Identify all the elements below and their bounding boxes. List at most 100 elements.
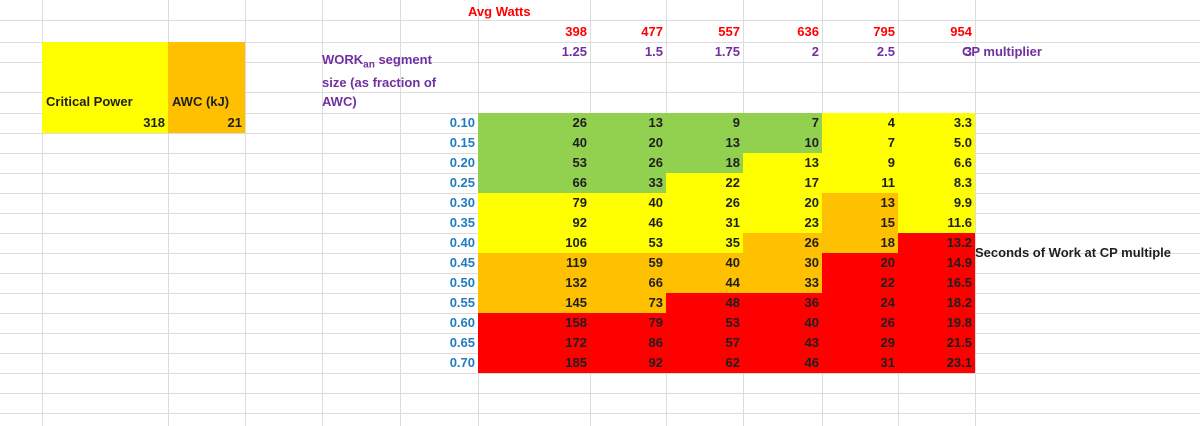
- table-cell: 21.5: [946, 335, 972, 350]
- table-cell: 13: [804, 155, 819, 170]
- table-cell: 7: [887, 135, 895, 150]
- zone-fill: [590, 333, 666, 353]
- table-cell: 4: [887, 115, 895, 130]
- table-cell: 119: [566, 255, 587, 270]
- zone-fill: [743, 313, 822, 333]
- table-cell: 7: [811, 115, 819, 130]
- table-cell: 33: [804, 275, 819, 290]
- zone-fill: [743, 153, 822, 173]
- table-cell: 9: [732, 115, 740, 130]
- table-cell: 18: [725, 155, 740, 170]
- zone-fill: [666, 153, 743, 173]
- table-cell: 11.6: [947, 215, 972, 230]
- zone-fill: [666, 133, 743, 153]
- table-cell: 66: [648, 275, 663, 290]
- table-cell: 46: [804, 355, 819, 370]
- table-cell: 20: [880, 255, 895, 270]
- zone-fill: [590, 193, 666, 213]
- fraction-cell: 0.65: [449, 335, 475, 350]
- zone-fill: [898, 253, 975, 273]
- zone-fill: [666, 313, 743, 333]
- table-cell: 79: [648, 315, 663, 330]
- zone-fill: [478, 133, 590, 153]
- zone-fill: [666, 253, 743, 273]
- table-cell: 62: [725, 355, 740, 370]
- zone-fill: [478, 313, 590, 333]
- table-cell: 33: [648, 175, 663, 190]
- cp-multiplier-header: 1.25: [561, 44, 587, 59]
- zone-fill: [822, 293, 898, 313]
- zone-fill: [898, 313, 975, 333]
- table-cell: 26: [648, 155, 663, 170]
- table-cell: 57: [725, 335, 740, 350]
- table-cell: 13: [880, 195, 895, 210]
- zone-fill: [666, 113, 743, 133]
- table-cell: 11: [881, 175, 895, 190]
- table-cell: 13: [648, 115, 663, 130]
- zone-fill: [898, 213, 975, 233]
- avg-watts-title: Avg Watts: [468, 4, 531, 19]
- zone-fill: [478, 293, 590, 313]
- segment-label-sub: an: [363, 59, 375, 71]
- zone-fill: [743, 133, 822, 153]
- awc-value: 21: [227, 115, 242, 130]
- table-cell: 22: [880, 275, 895, 290]
- table-cell: 30: [804, 255, 819, 270]
- fraction-cell: 0.20: [449, 155, 475, 170]
- zone-fill: [822, 213, 898, 233]
- table-cell: 13: [725, 135, 740, 150]
- table-cell: 158: [565, 315, 587, 330]
- zone-fill: [822, 133, 898, 153]
- gridline-horizontal: [0, 20, 1200, 21]
- zone-fill: [478, 333, 590, 353]
- cp-multiplier-header: 1.5: [644, 44, 663, 59]
- gridline-horizontal: [0, 373, 1200, 374]
- table-cell: 53: [725, 315, 740, 330]
- zone-fill: [478, 233, 590, 253]
- table-cell: 106: [565, 235, 587, 250]
- zone-fill: [743, 293, 822, 313]
- table-cell: 9.9: [953, 195, 972, 210]
- zone-fill: [822, 233, 898, 253]
- zone-fill: [822, 273, 898, 293]
- zone-fill: [478, 273, 590, 293]
- zone-fill: [898, 233, 975, 253]
- table-cell: 53: [648, 235, 663, 250]
- zone-fill: [822, 353, 898, 373]
- table-cell: 66: [572, 175, 587, 190]
- table-cell: 59: [648, 255, 663, 270]
- fraction-cell: 0.50: [449, 275, 475, 290]
- table-cell: 185: [565, 355, 587, 370]
- cp-multiplier-header: 3: [964, 44, 972, 59]
- fraction-cell: 0.35: [449, 215, 475, 230]
- table-cell: 40: [725, 255, 740, 270]
- zone-fill: [743, 113, 822, 133]
- table-cell: 26: [804, 235, 819, 250]
- fraction-cell: 0.30: [449, 195, 475, 210]
- zone-fill: [478, 353, 590, 373]
- zone-fill: [898, 193, 975, 213]
- table-cell: 24: [880, 295, 895, 310]
- zone-fill: [478, 113, 590, 133]
- avg-watts-header: 557: [718, 24, 740, 39]
- table-cell: 40: [648, 195, 663, 210]
- table-cell: 3.3: [953, 115, 972, 130]
- gridline-horizontal: [0, 42, 1200, 43]
- table-cell: 17: [804, 175, 819, 190]
- avg-watts-header: 795: [873, 24, 895, 39]
- zone-fill: [743, 233, 822, 253]
- zone-fill: [478, 253, 590, 273]
- critical-power-value: 318: [143, 115, 165, 130]
- avg-watts-header: 477: [641, 24, 663, 39]
- zone-fill: [590, 253, 666, 273]
- gridline-horizontal: [0, 393, 1200, 394]
- table-cell: 145: [565, 295, 587, 310]
- zone-fill: [822, 313, 898, 333]
- zone-fill: [478, 153, 590, 173]
- cp-multiplier-header: 2.5: [876, 44, 895, 59]
- gridline-horizontal: [0, 92, 1200, 93]
- table-cell: 20: [804, 195, 819, 210]
- table-cell: 13.2: [946, 235, 972, 250]
- zone-fill: [822, 153, 898, 173]
- table-cell: 14.9: [946, 255, 972, 270]
